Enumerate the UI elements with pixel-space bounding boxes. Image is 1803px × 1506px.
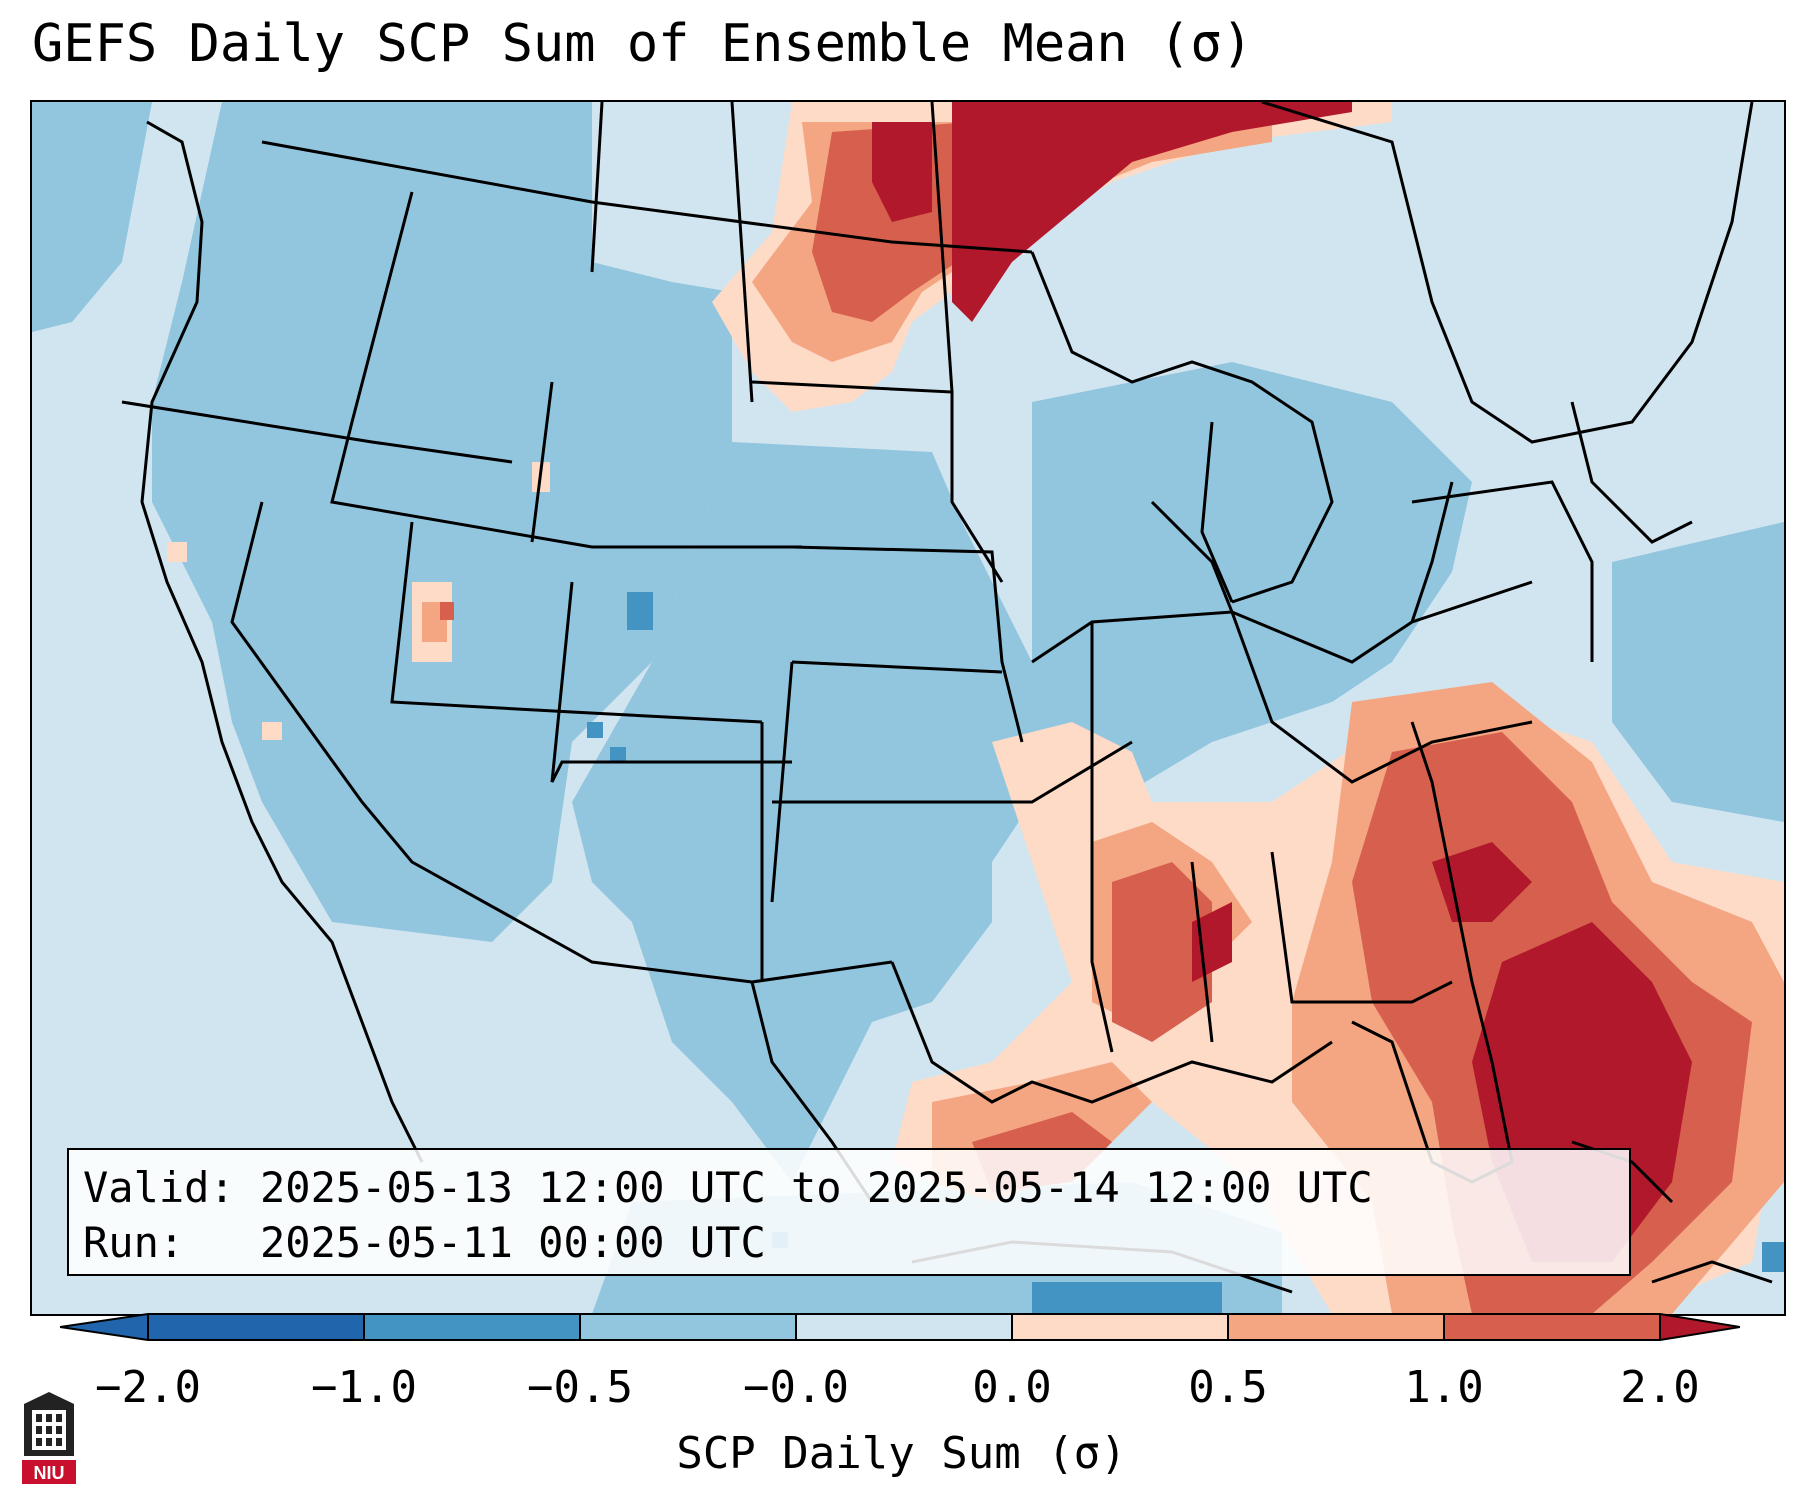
valid-time-value: 2025-05-13 12:00 UTC to 2025-05-14 12:00… xyxy=(260,1163,1373,1212)
colorbar-min-extend xyxy=(60,1314,148,1340)
colorbar-tick-label: −0.0 xyxy=(743,1362,849,1413)
colorbar-max-extend xyxy=(1660,1314,1740,1340)
valid-time-row: Valid: 2025-05-13 12:00 UTC to 2025-05-1… xyxy=(83,1160,1615,1215)
map-title: GEFS Daily SCP Sum of Ensemble Mean (σ) xyxy=(32,14,1253,74)
map-panel xyxy=(30,100,1786,1316)
colorbar-bin-7 xyxy=(1444,1314,1660,1340)
niu-logo-icon: NIU xyxy=(22,1392,76,1484)
colorbar-tick-label: −0.5 xyxy=(527,1362,633,1413)
colorbar xyxy=(60,1313,1740,1341)
logo-text: NIU xyxy=(34,1463,65,1483)
colorbar-label: SCP Daily Sum (σ) xyxy=(676,1428,1127,1479)
run-label: Run: xyxy=(83,1218,185,1267)
colorbar-bin-2 xyxy=(364,1314,580,1340)
colorbar-tick-label: −2.0 xyxy=(95,1362,201,1413)
colorbar-tick-label: 1.0 xyxy=(1404,1362,1484,1413)
colorbar-tick-label: 0.0 xyxy=(972,1362,1052,1413)
valid-label: Valid: xyxy=(83,1163,235,1212)
colorbar-bin-1 xyxy=(148,1314,364,1340)
validity-info-box: Valid: 2025-05-13 12:00 UTC to 2025-05-1… xyxy=(67,1148,1631,1276)
colorbar-tick-label: 2.0 xyxy=(1620,1362,1700,1413)
run-time-row: Run: 2025-05-11 00:00 UTC xyxy=(83,1215,1615,1270)
political-boundaries xyxy=(121,102,1773,1294)
colorbar-ticks xyxy=(147,1314,1661,1340)
colorbar-bin-5 xyxy=(1012,1314,1228,1340)
scp-map xyxy=(32,102,1784,1314)
colorbar-bin-6 xyxy=(1228,1314,1444,1340)
colorbar-bin-4 xyxy=(796,1314,1012,1340)
colorbar-tick-label: −1.0 xyxy=(311,1362,417,1413)
colorbar-bin-3 xyxy=(580,1314,796,1340)
colorbar-tick-label: 0.5 xyxy=(1188,1362,1268,1413)
run-time-value: 2025-05-11 00:00 UTC xyxy=(260,1218,766,1267)
